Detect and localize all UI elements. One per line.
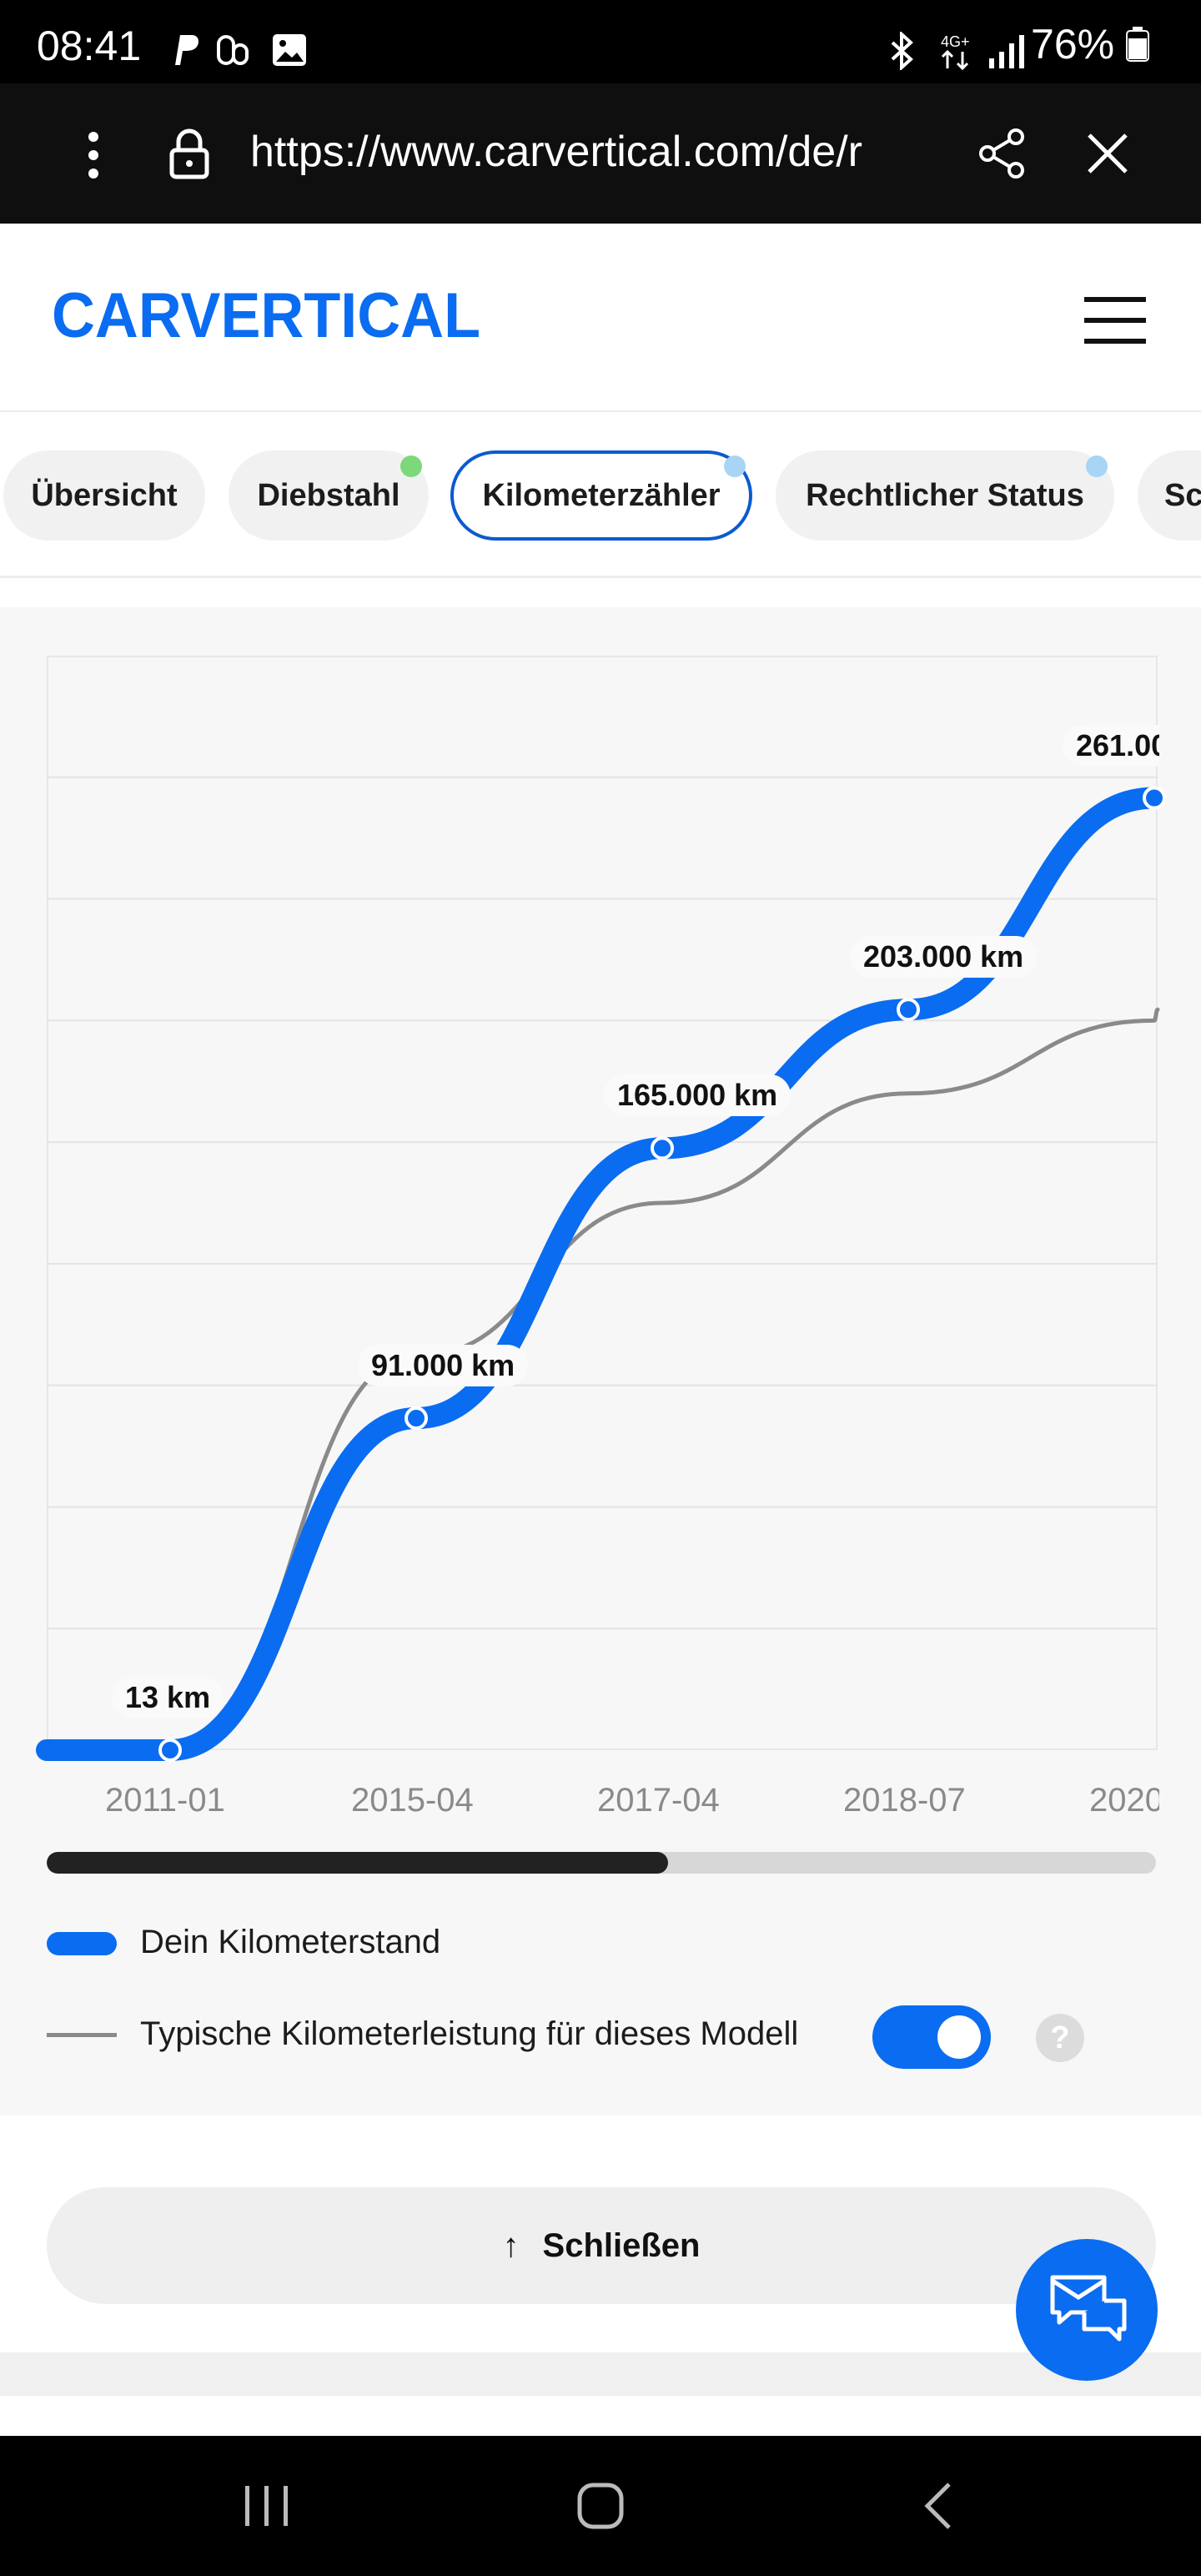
- close-button-label: Schließen: [542, 2227, 701, 2264]
- chart-scrollbar[interactable]: [47, 1852, 1156, 1874]
- data-label: 91.000 km: [358, 1345, 529, 1387]
- x-axis-tick-label: 2011-01: [105, 1782, 225, 1819]
- x-axis-tick-label: 2020: [1089, 1782, 1159, 1819]
- legend-item-own-mileage: Dein Kilometerstand: [47, 1919, 714, 1969]
- legend-label-own: Dein Kilometerstand: [140, 1924, 441, 1960]
- data-label: 165.000 km: [604, 1074, 791, 1117]
- data-label: 203.000 km: [850, 936, 1038, 979]
- status-bar: 08:41 4G+ 76%: [0, 0, 1201, 83]
- tab-uebersicht[interactable]: Übersicht: [3, 450, 205, 541]
- gallery-icon: [273, 34, 306, 66]
- status-time: 08:41: [37, 23, 142, 69]
- tab-kilometerzaehler[interactable]: Kilometerzähler: [450, 450, 752, 541]
- legend-label-typical: Typische Kilometerleistung für dieses Mo…: [140, 2015, 799, 2052]
- chart-plot-area: [47, 656, 1158, 1750]
- hamburger-menu-icon[interactable]: [1084, 295, 1146, 345]
- battery-level: 76%: [1031, 20, 1149, 68]
- close-button[interactable]: ↑ Schließen: [47, 2187, 1156, 2304]
- typical-mileage-toggle[interactable]: [872, 2005, 991, 2069]
- data-point: [158, 1738, 182, 1762]
- bluetooth-icon: [891, 32, 913, 70]
- tab-status-dot: [400, 455, 422, 477]
- site-header: CARVERTICAL: [0, 224, 1201, 413]
- section-tabs: Übersicht Diebstahl Kilometerzähler Rech…: [0, 412, 1201, 578]
- x-axis-tick-label: 2018-07: [843, 1782, 966, 1819]
- mileage-chart: [36, 776, 1166, 1762]
- network-icon: 4G+: [941, 33, 970, 70]
- tab-diebstahl[interactable]: Diebstahl: [229, 450, 429, 541]
- system-navigation-bar: [0, 2436, 1201, 2576]
- data-point: [897, 998, 920, 1022]
- svg-text:4G+: 4G+: [941, 33, 970, 50]
- data-point: [405, 1406, 428, 1431]
- x-axis-tick-label: 2015-04: [351, 1782, 474, 1819]
- x-axis-tick-label: 2017-04: [597, 1782, 720, 1819]
- toggle-knob: [937, 2015, 981, 2059]
- tab-status-dot: [724, 455, 746, 477]
- close-tab-icon[interactable]: [1086, 132, 1129, 175]
- help-icon[interactable]: ?: [1036, 2014, 1084, 2062]
- url-text[interactable]: https://www.carvertical.com/de/r: [250, 128, 862, 176]
- signal-icon: [989, 35, 1024, 68]
- browser-url-bar: https://www.carvertical.com/de/r: [0, 83, 1201, 224]
- data-point: [1143, 786, 1166, 810]
- paypal-icon: [175, 35, 198, 65]
- arrow-up-icon: ↑: [502, 2227, 520, 2264]
- data-label: 261.00: [1063, 724, 1159, 767]
- chart-scrollbar-thumb[interactable]: [47, 1852, 668, 1874]
- chart-labels: 13 km 91.000 km 165.000 km 203.000 km 261.00…: [105, 724, 1159, 1819]
- carvertical-logo[interactable]: CARVERTICAL: [52, 279, 485, 349]
- battery-icon: [1126, 27, 1149, 62]
- lock-icon[interactable]: [167, 127, 212, 180]
- own-mileage-line: [36, 787, 1165, 1761]
- chat-button[interactable]: [1016, 2239, 1158, 2381]
- typical-mileage-line: [168, 1007, 1160, 1753]
- menu-dots-icon[interactable]: [83, 128, 103, 182]
- home-icon[interactable]: [575, 2481, 626, 2531]
- section-divider: [0, 2352, 1201, 2396]
- app-icon: [217, 35, 249, 65]
- legend-swatch-typical: [47, 2033, 117, 2037]
- share-icon[interactable]: [977, 127, 1028, 180]
- data-label: 13 km: [112, 1676, 224, 1718]
- recent-apps-icon[interactable]: [242, 2483, 292, 2529]
- tab-rechtlicher-status[interactable]: Rechtlicher Status: [776, 450, 1114, 541]
- chat-icon: [1050, 2275, 1127, 2342]
- tab-status-dot: [1086, 455, 1108, 477]
- back-icon[interactable]: [917, 2481, 957, 2531]
- legend-item-typical-mileage: Typische Kilometerleistung für dieses Mo…: [47, 2010, 864, 2060]
- data-point: [651, 1136, 674, 1160]
- svg-text:CARVERTICAL: CARVERTICAL: [52, 280, 480, 349]
- legend-swatch-own: [47, 1932, 117, 1955]
